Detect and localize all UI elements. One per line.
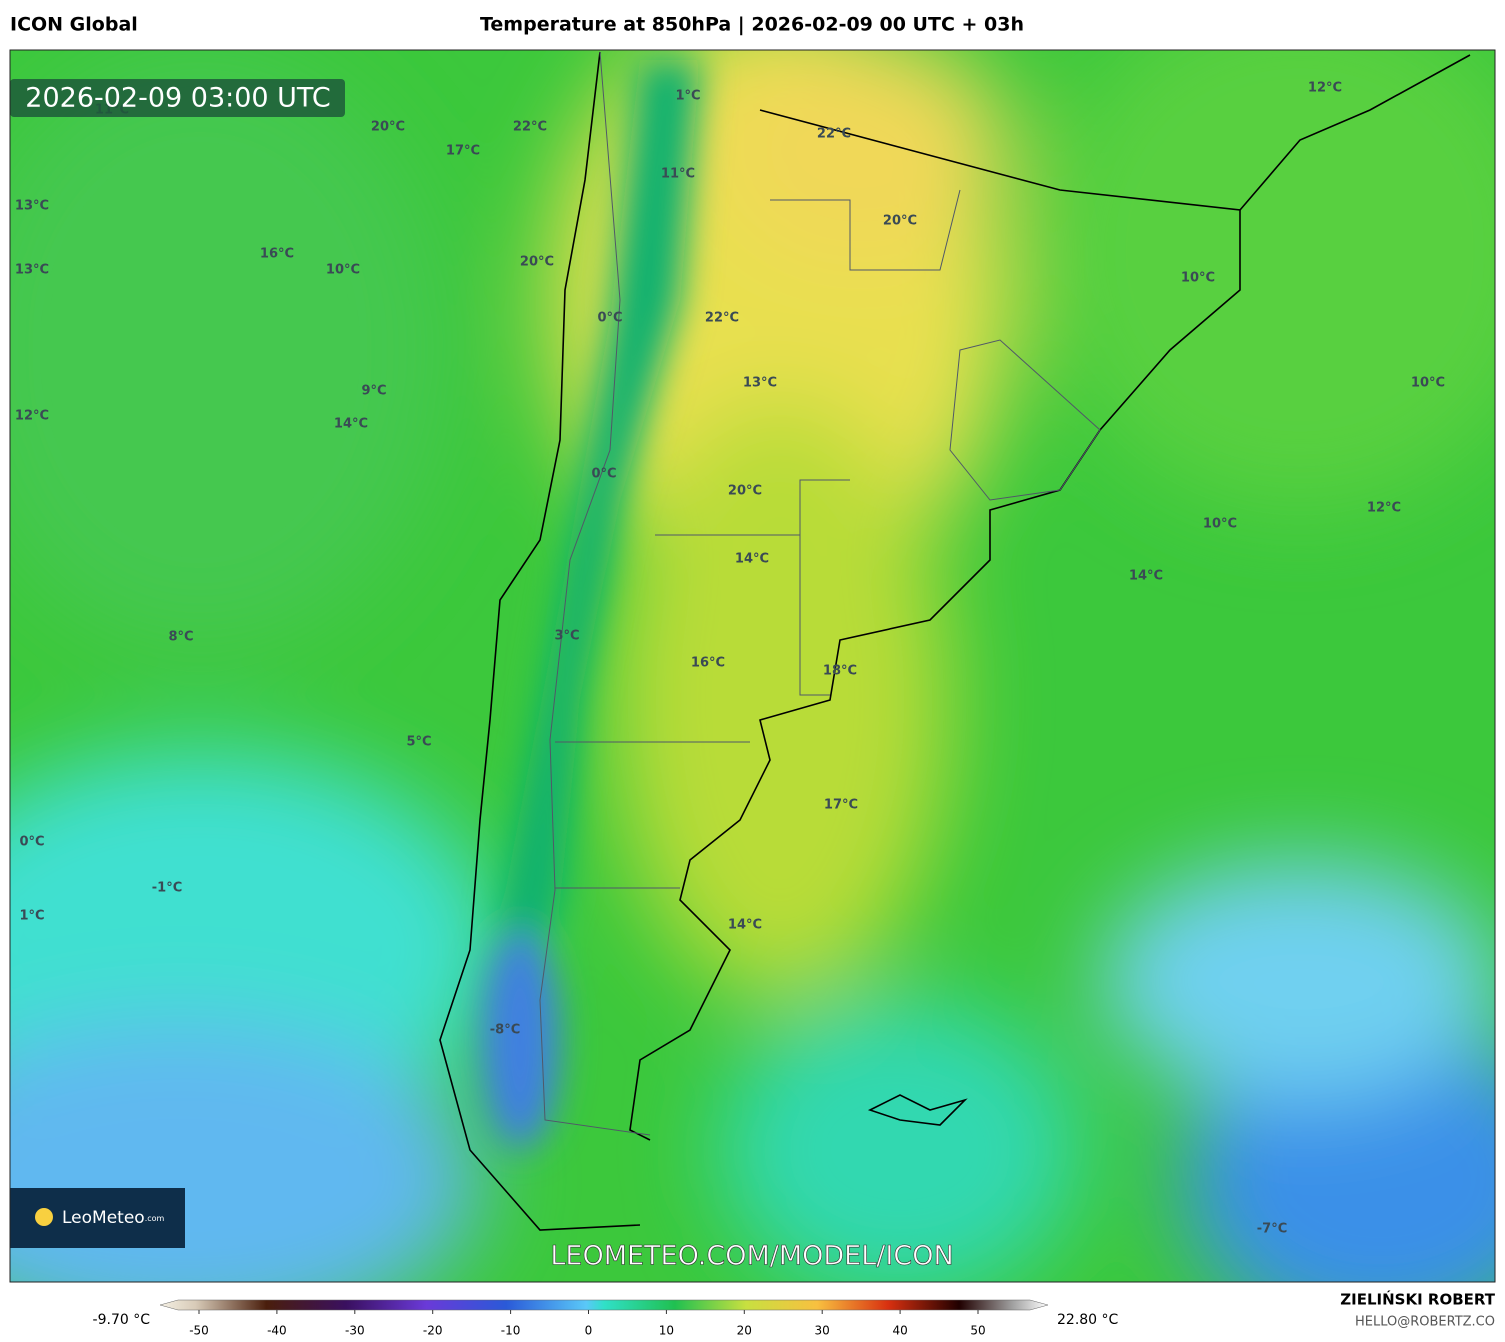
temperature-label: 13°C: [743, 376, 777, 391]
temperature-label: 13°C: [15, 263, 49, 278]
temperature-label: 12°C: [15, 409, 49, 424]
colorbar-tick-label: 50: [970, 1324, 985, 1338]
temperature-label: -8°C: [490, 1023, 520, 1038]
temperature-label: 16°C: [260, 247, 294, 262]
logo-text: LeoMeteo.com: [62, 1208, 165, 1228]
temperature-label: 10°C: [1203, 517, 1237, 532]
coastlines: [439, 51, 1471, 1231]
colorbar-tick-label: -40: [267, 1324, 287, 1338]
temperature-label: 13°C: [15, 199, 49, 214]
temperature-label: 10°C: [1181, 271, 1215, 286]
temperature-label: 10°C: [326, 263, 360, 278]
temperature-label: 0°C: [19, 835, 44, 850]
temperature-label: 22°C: [817, 127, 851, 142]
temperature-label: 18°C: [823, 664, 857, 679]
logo-sun: [35, 1208, 53, 1226]
colorbar-tick-label: 0: [585, 1324, 593, 1338]
colorbar-tick-label: -20: [423, 1324, 443, 1338]
temperature-label: 20°C: [883, 214, 917, 229]
temperature-label: 3°C: [554, 629, 579, 644]
logo-suffix: .com: [145, 1214, 165, 1223]
colorbar: [159, 1299, 1049, 1311]
watermark: LEOMETEO.COM/MODEL/ICON: [550, 1241, 953, 1272]
colorbar-tick-label: -50: [189, 1324, 209, 1338]
colorbar-tick-label: 10: [659, 1324, 674, 1338]
temperature-label: 20°C: [520, 255, 554, 270]
temperature-label: 0°C: [591, 467, 616, 482]
temperature-label: -7°C: [1257, 1222, 1287, 1237]
colorbar-ticks: -50 -40 -30 -20 -10 0 10 20 30 40 50: [189, 1310, 986, 1338]
map-frame: [9, 49, 1496, 1283]
borders: [539, 51, 1101, 1136]
temperature-label: 22°C: [705, 311, 739, 326]
colorbar-tick-label: 20: [737, 1324, 752, 1338]
temperature-label: -1°C: [152, 881, 182, 896]
logo-name: LeoMeteo: [62, 1208, 145, 1228]
map-labels: 11°C 20°C 22°C 17°C 13°C 13°C 16°C 10°C 20°C 1°C 1…: [15, 81, 1445, 1237]
colorbar-tick-label: 40: [892, 1324, 907, 1338]
map-title: Temperature at 850hPa | 2026-02-09 00 UT…: [480, 14, 1024, 36]
temperature-label: 17°C: [446, 144, 480, 159]
colorbar-tick-label: -10: [501, 1324, 521, 1338]
temperature-label: 12°C: [1308, 81, 1342, 96]
model-name: ICON Global: [10, 14, 138, 36]
temperature-label: 10°C: [1411, 376, 1445, 391]
temperature-label: 14°C: [728, 918, 762, 933]
colorbar-tick-label: -30: [345, 1324, 365, 1338]
temperature-label: 1°C: [675, 89, 700, 104]
temperature-label: 9°C: [361, 384, 386, 399]
temperature-label: 17°C: [824, 798, 858, 813]
temperature-label: 0°C: [597, 311, 622, 326]
temperature-label: 11°C: [661, 167, 695, 182]
temperature-label: 12°C: [1367, 501, 1401, 516]
temperature-label: 22°C: [513, 120, 547, 135]
temperature-label: 14°C: [334, 417, 368, 432]
temperature-label: 20°C: [728, 484, 762, 499]
temperature-label: 16°C: [691, 656, 725, 671]
author: ZIELIŃSKI ROBERT: [1340, 1290, 1495, 1309]
timestamp: 2026-02-09 03:00 UTC: [25, 83, 330, 114]
temperature-label: 1°C: [19, 909, 44, 924]
temperature-label: 20°C: [371, 120, 405, 135]
temperature-label: 8°C: [168, 630, 193, 645]
email: HELLO@ROBERTZ.CO: [1355, 1315, 1495, 1330]
temperature-label: 14°C: [1129, 569, 1163, 584]
timestamp-box: [10, 79, 345, 117]
temperature-label: 5°C: [406, 735, 431, 750]
colorbar-max: 22.80 °C: [1057, 1312, 1119, 1328]
colorbar-min: -9.70 °C: [93, 1312, 151, 1328]
temperature-label: 14°C: [735, 552, 769, 567]
colorbar-tick-label: 30: [815, 1324, 830, 1338]
